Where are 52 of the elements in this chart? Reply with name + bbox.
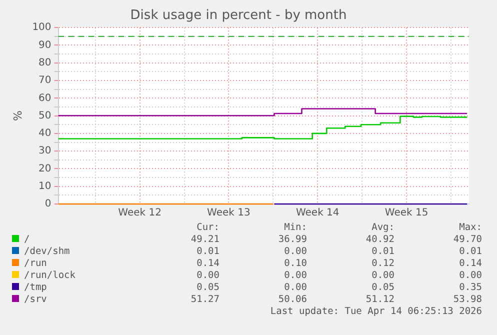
x-tick-label: Week 14 bbox=[296, 208, 340, 219]
legend-label: /run/lock bbox=[23, 270, 76, 282]
x-tick-label: Week 15 bbox=[384, 208, 428, 219]
text: Min: bbox=[283, 222, 307, 234]
text: 36.99 bbox=[277, 234, 307, 246]
text: Max: bbox=[458, 222, 482, 234]
text: 0.00 bbox=[458, 270, 482, 282]
text: Avg: bbox=[370, 222, 394, 234]
x-tick-label: Week 13 bbox=[207, 208, 250, 219]
y-tick-label: 90 bbox=[38, 40, 52, 51]
text: Last update: Tue Apr 14 06:25:13 2026 bbox=[269, 306, 482, 318]
text: Cur: bbox=[196, 222, 220, 234]
text: 0.05 bbox=[370, 282, 394, 294]
text: 51.12 bbox=[364, 294, 394, 306]
y-tick-label: 40 bbox=[38, 128, 52, 140]
text: 0.14 bbox=[458, 258, 482, 270]
legend-label: / bbox=[23, 234, 31, 246]
y-tick-label: 60 bbox=[38, 92, 52, 104]
y-tick-label: 70 bbox=[38, 75, 52, 86]
text: 40.92 bbox=[364, 234, 394, 246]
legend-label: /dev/shm bbox=[23, 246, 71, 258]
text: 0.01 bbox=[458, 246, 482, 258]
text: 49.70 bbox=[452, 234, 482, 246]
y-tick-label: 10 bbox=[38, 180, 52, 192]
y-tick-label: 30 bbox=[38, 146, 52, 157]
text: 51.27 bbox=[190, 294, 220, 306]
chart-title: Disk usage in percent - by month bbox=[130, 8, 347, 24]
text: 53.98 bbox=[452, 294, 482, 306]
y-axis-title: % bbox=[11, 110, 24, 122]
text: 0.00 bbox=[283, 282, 307, 294]
y-tick-label: 0 bbox=[44, 198, 52, 210]
text: 0.14 bbox=[196, 258, 220, 270]
text: 0.01 bbox=[196, 246, 220, 258]
y-tick-label: 20 bbox=[38, 163, 52, 174]
legend-label: /srv bbox=[23, 294, 48, 306]
x-tick-label: Week 12 bbox=[118, 208, 162, 219]
text: 0.10 bbox=[283, 258, 307, 270]
text: 49.21 bbox=[190, 234, 220, 246]
y-tick-label: 80 bbox=[38, 57, 52, 68]
text: 0.01 bbox=[370, 246, 394, 258]
text: 0.00 bbox=[283, 270, 307, 282]
y-tick-label: 50 bbox=[38, 110, 52, 122]
y-tick-label: 100 bbox=[32, 22, 52, 34]
text: 0.00 bbox=[196, 270, 220, 282]
text: 0.00 bbox=[370, 270, 394, 282]
text: 0.00 bbox=[283, 246, 307, 258]
legend-label: /run bbox=[23, 258, 48, 270]
text: 50.06 bbox=[277, 294, 307, 306]
text: 0.35 bbox=[458, 282, 482, 294]
text: 0.12 bbox=[370, 258, 394, 270]
text: 0.05 bbox=[196, 282, 220, 294]
legend-label: /tmp bbox=[23, 282, 48, 294]
